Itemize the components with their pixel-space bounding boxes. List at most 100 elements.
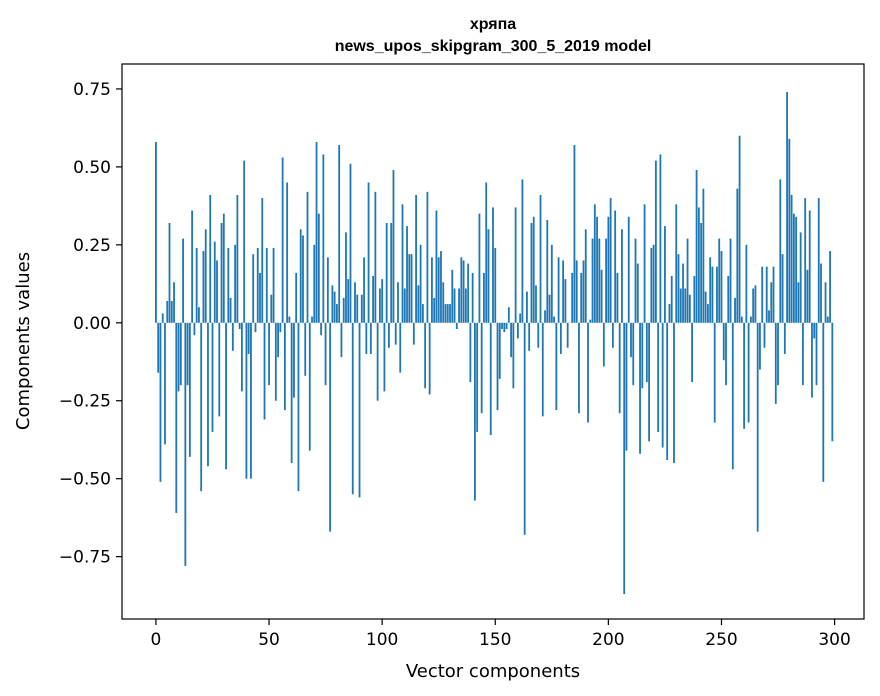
x-tick-label-250: 250 [705,630,737,650]
bar-60 [290,322,293,464]
bar-236 [688,294,691,323]
bar-37 [238,322,241,330]
bar-152 [498,322,501,379]
bar-256 [734,297,736,323]
bar-53 [274,322,277,401]
bar-59 [288,316,291,323]
bar-16 [191,210,194,323]
bar-174 [548,294,551,323]
bar-111 [406,226,408,323]
x-tick-label-150: 150 [479,630,511,650]
bar-141 [474,322,476,501]
bar-193 [591,238,594,323]
bar-124 [435,210,438,323]
bar-263 [749,316,752,323]
bar-194 [593,204,596,323]
bar-45 [256,247,259,323]
bar-267 [759,322,761,370]
bar-291 [813,322,816,339]
x-tick-label-50: 50 [258,630,280,650]
bar-24 [209,194,212,323]
bar-110 [403,288,406,323]
bar-150 [494,247,497,323]
bar-30 [222,213,225,323]
bar-221 [654,160,657,323]
bar-220 [652,244,655,323]
bar-199 [605,238,608,323]
bar-138 [467,263,470,323]
bar-277 [781,254,784,323]
bar-170 [539,194,542,323]
bar-261 [745,244,748,323]
x-axis: 0 50 100 150 200 250 300 [151,619,851,650]
bar-169 [537,322,540,348]
bar-96 [372,276,375,323]
bar-168 [535,285,537,323]
bar-211 [632,322,635,386]
y-tick-label-1: 0.50 [73,158,111,178]
bar-44 [254,322,257,333]
y-tick-label-2: 0.25 [73,236,111,256]
bar-106 [394,322,397,345]
bar-29 [220,223,223,323]
bar-282 [792,213,795,323]
bar-241 [700,223,703,323]
bar-17 [193,322,196,336]
bar-0 [155,141,157,323]
bar-51 [270,294,273,323]
bar-237 [691,322,693,383]
bar-72 [317,213,320,323]
bar-204 [616,272,619,323]
bar-134 [458,288,460,323]
bar-264 [752,288,755,323]
bar-185 [573,145,576,323]
bar-67 [306,191,309,323]
bar-297 [826,316,829,323]
bar-109 [401,204,404,323]
bar-230 [675,204,678,323]
bar-157 [510,322,512,358]
bar-182 [566,322,569,348]
bar-243 [704,291,707,323]
bar-280 [788,138,791,323]
bar-266 [756,322,759,532]
bar-173 [546,219,549,323]
bar-258 [738,135,741,323]
bar-91 [360,294,363,323]
bar-257 [736,188,739,323]
bar-3 [161,313,164,323]
bar-208 [625,322,628,451]
bar-246 [711,266,714,323]
bar-166 [530,223,533,323]
bar-235 [686,238,689,323]
bar-121 [428,322,431,395]
bar-225 [664,226,666,323]
bar-115 [415,194,417,323]
bar-8 [173,282,175,323]
bar-176 [553,316,555,323]
bar-210 [630,322,632,358]
bar-21 [202,251,205,323]
bar-9 [175,322,178,513]
bar-50 [268,322,270,386]
bar-123 [433,297,436,323]
bar-171 [541,322,544,417]
bar-43 [252,254,255,323]
bar-14 [186,322,189,386]
bar-76 [326,257,329,323]
bar-87 [351,322,354,495]
bar-62 [295,272,298,323]
bar-39 [243,160,246,323]
y-axis: 0.75 0.50 0.25 0.00 −0.25 −0.50 −0.75 [59,80,122,568]
bar-52 [272,247,275,323]
bar-289 [808,210,811,323]
bar-113 [410,254,413,323]
bar-125 [437,257,440,323]
bar-82 [340,322,343,358]
bar-252 [725,322,727,386]
bar-250 [720,251,723,323]
bar-128 [444,304,447,323]
bar-179 [559,322,562,354]
bar-283 [795,216,798,323]
bar-102 [385,223,388,323]
